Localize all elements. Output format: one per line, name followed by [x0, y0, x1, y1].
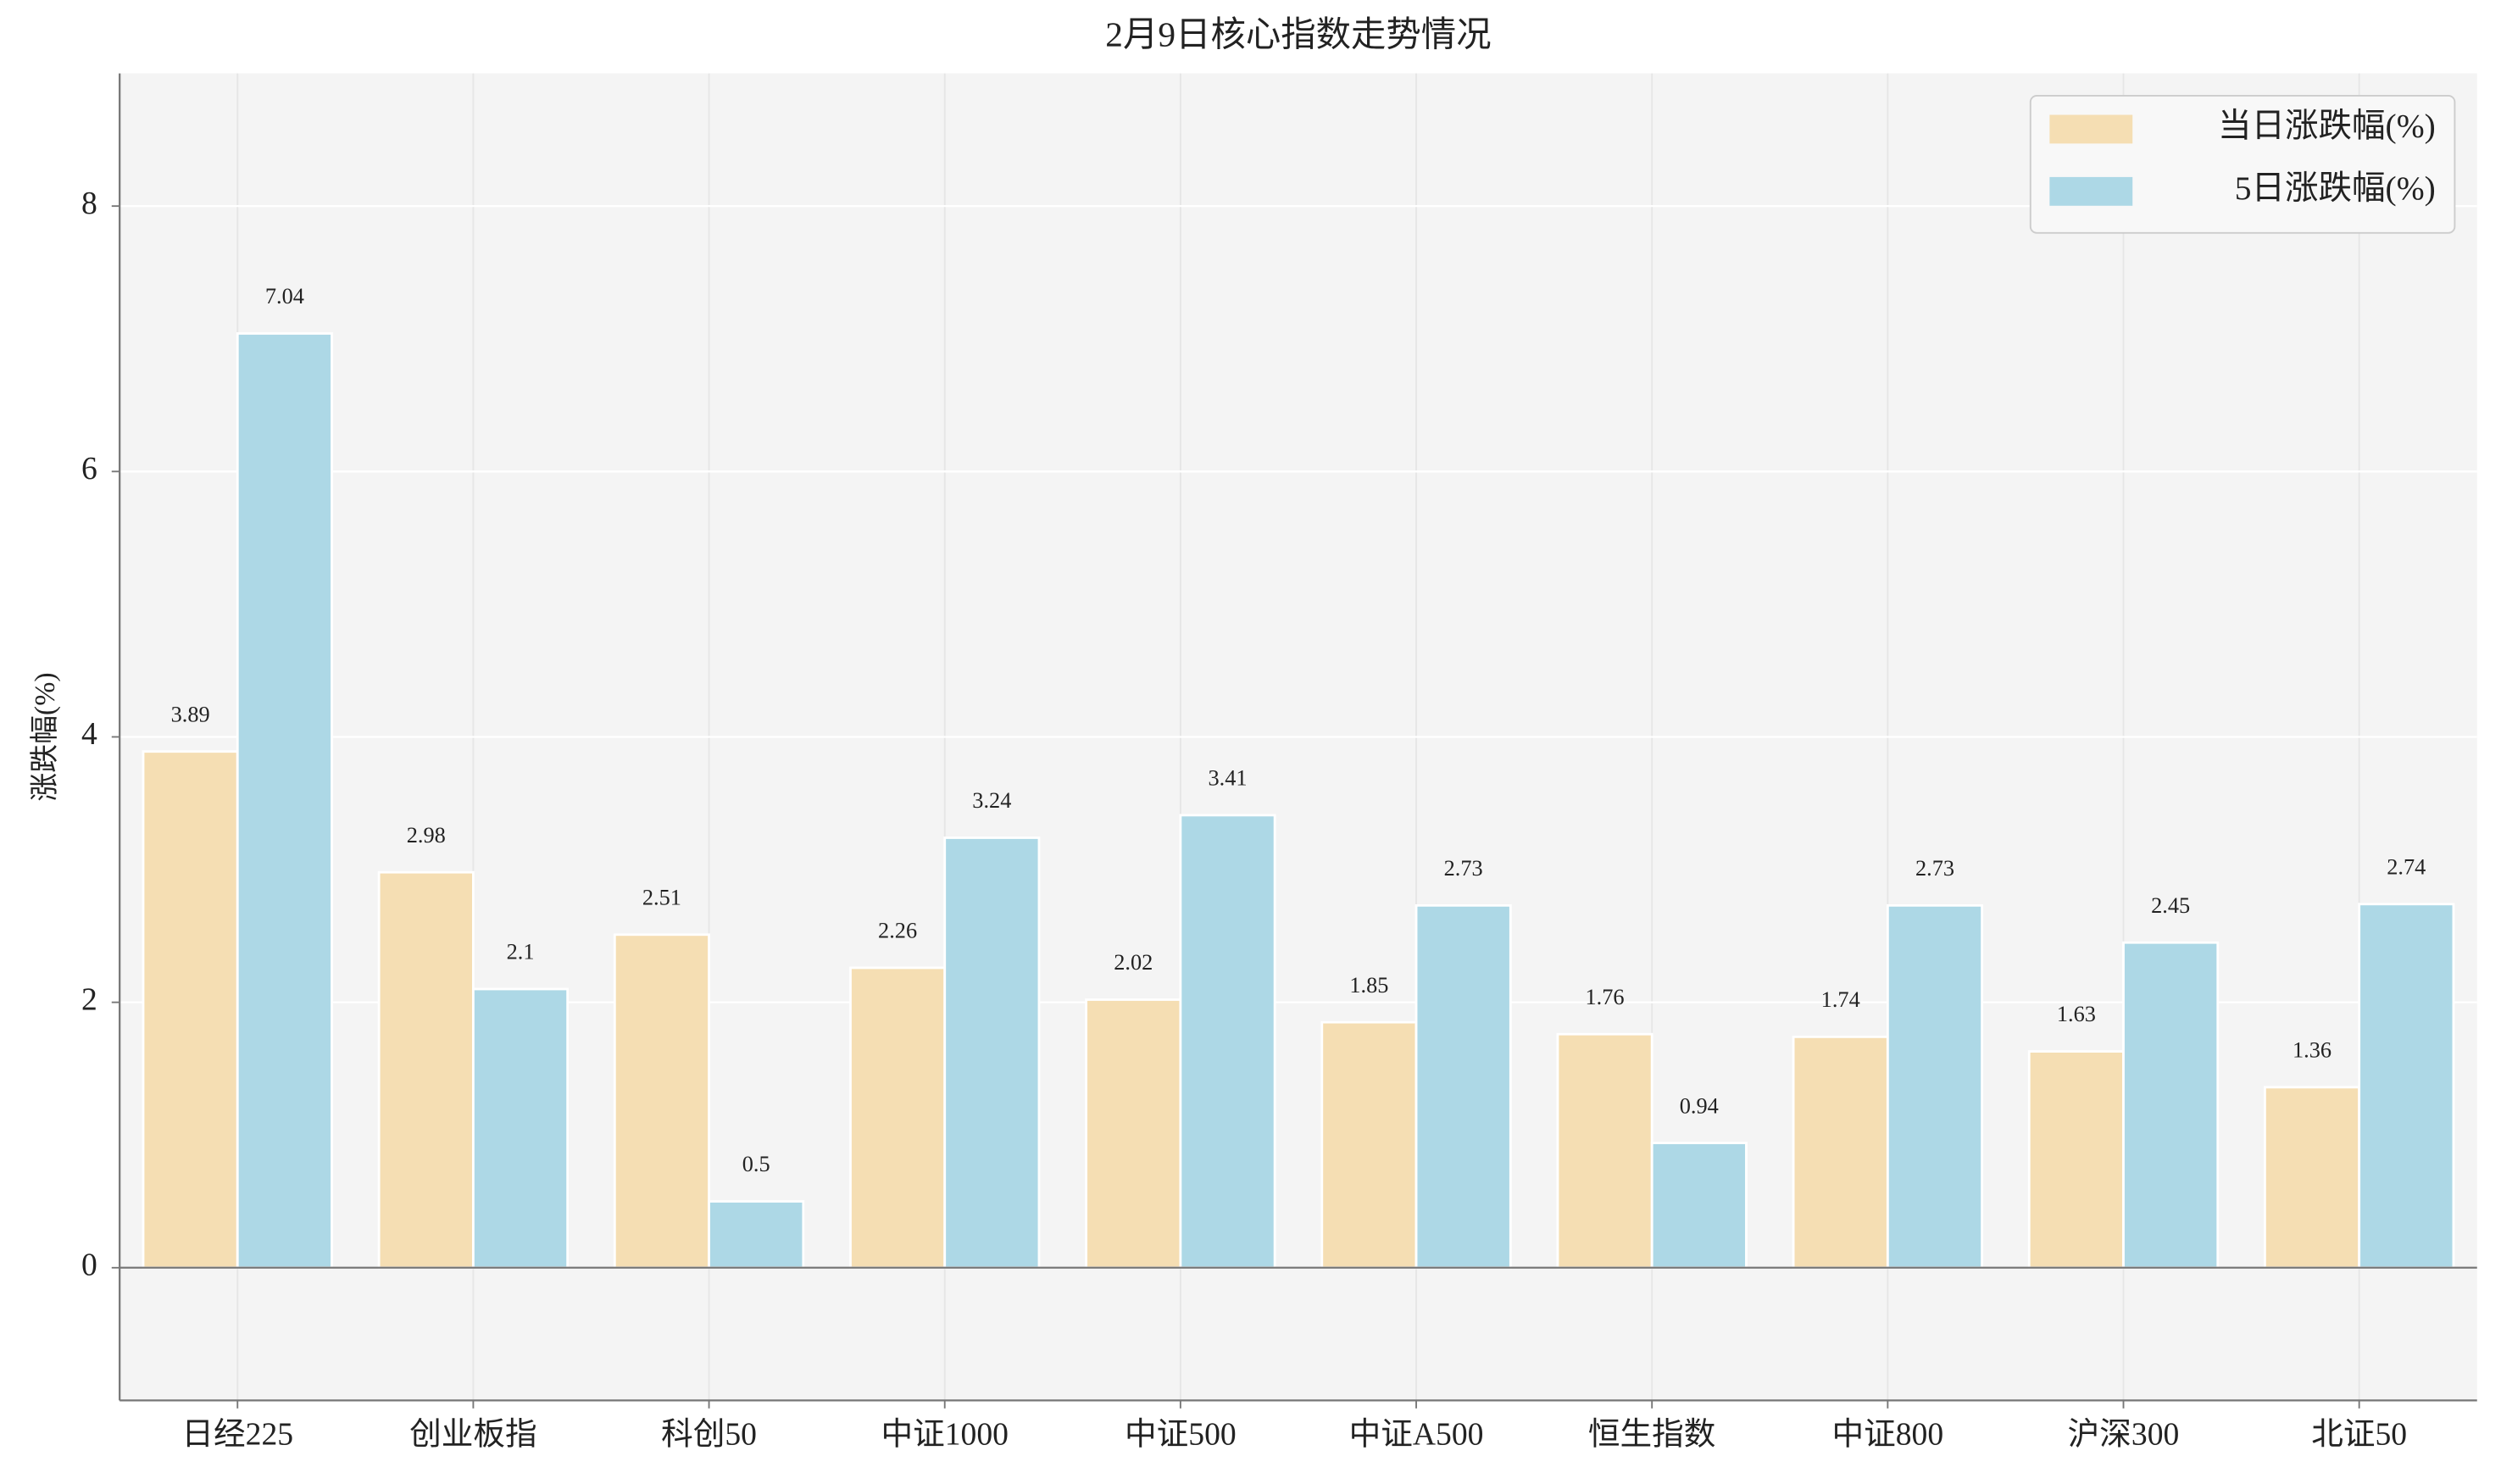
value-label: 2.98 — [407, 823, 446, 848]
value-label: 7.04 — [265, 284, 304, 308]
value-label: 2.26 — [878, 919, 917, 943]
bar — [2263, 1086, 2361, 1270]
x-tick-label: 中证500 — [1125, 1416, 1237, 1452]
x-tick-label: 沪深300 — [2068, 1416, 2180, 1452]
y-tick-label: 6 — [81, 451, 97, 486]
bar — [2122, 941, 2220, 1270]
value-label: 1.76 — [1586, 985, 1625, 1009]
y-axis-label: 涨跌幅(%) — [29, 672, 61, 801]
x-tick-label: 科创50 — [661, 1416, 757, 1452]
x-tick-label: 中证A500 — [1349, 1416, 1484, 1452]
x-tick-label: 北证50 — [2311, 1416, 2407, 1452]
value-label: 2.74 — [2387, 854, 2426, 879]
value-label: 1.85 — [1349, 973, 1388, 998]
value-label: 2.73 — [1444, 856, 1483, 881]
value-label: 1.63 — [2057, 1002, 2096, 1026]
bar — [2027, 1050, 2125, 1270]
bar — [943, 836, 1041, 1270]
bar — [1886, 903, 1984, 1270]
bar — [1556, 1032, 1653, 1270]
bar — [1085, 998, 1182, 1270]
x-tick-label: 创业板指 — [409, 1416, 537, 1452]
bar — [1792, 1035, 1889, 1270]
y-tick-label: 8 — [81, 186, 97, 221]
legend-box — [2029, 94, 2456, 234]
value-label: 0.5 — [742, 1152, 770, 1176]
bar — [1414, 903, 1512, 1270]
bar — [236, 332, 333, 1270]
legend-swatch — [2049, 114, 2133, 144]
value-label: 3.41 — [1208, 766, 1247, 791]
value-label: 1.74 — [1821, 987, 1860, 1012]
bar — [1320, 1020, 1418, 1270]
y-tick-label: 4 — [81, 716, 97, 752]
value-label: 3.89 — [171, 702, 210, 726]
legend-label: 5日涨跌幅(%) — [2235, 170, 2436, 207]
legend-label: 当日涨跌幅(%) — [2218, 108, 2436, 145]
bar — [708, 1200, 805, 1270]
bar — [613, 933, 710, 1270]
value-label: 2.51 — [642, 885, 681, 909]
value-label: 3.24 — [972, 788, 1011, 813]
y-tick-label: 2 — [81, 981, 97, 1017]
x-tick-label: 日经225 — [181, 1416, 293, 1452]
bar — [1650, 1142, 1748, 1270]
x-tick-label: 恒生指数 — [1588, 1416, 1716, 1452]
value-label: 2.45 — [2151, 893, 2190, 918]
value-label: 0.94 — [1680, 1093, 1719, 1118]
x-tick-label: 中证800 — [1832, 1416, 1944, 1452]
bar — [849, 966, 947, 1270]
value-label: 2.1 — [507, 940, 535, 964]
value-label: 2.73 — [1915, 856, 1954, 881]
bar — [2358, 903, 2455, 1270]
legend-swatch — [2049, 176, 2133, 206]
bar — [1179, 814, 1276, 1270]
bar — [471, 987, 570, 1270]
value-label: 2.02 — [1114, 950, 1153, 975]
x-tick-label: 中证1000 — [881, 1416, 1009, 1452]
chart-title: 2月9日核心指数走势情况 — [1105, 15, 1491, 54]
bar — [142, 750, 239, 1270]
bar — [377, 870, 475, 1270]
y-tick-label: 0 — [81, 1247, 97, 1282]
value-label: 1.36 — [2293, 1037, 2331, 1062]
